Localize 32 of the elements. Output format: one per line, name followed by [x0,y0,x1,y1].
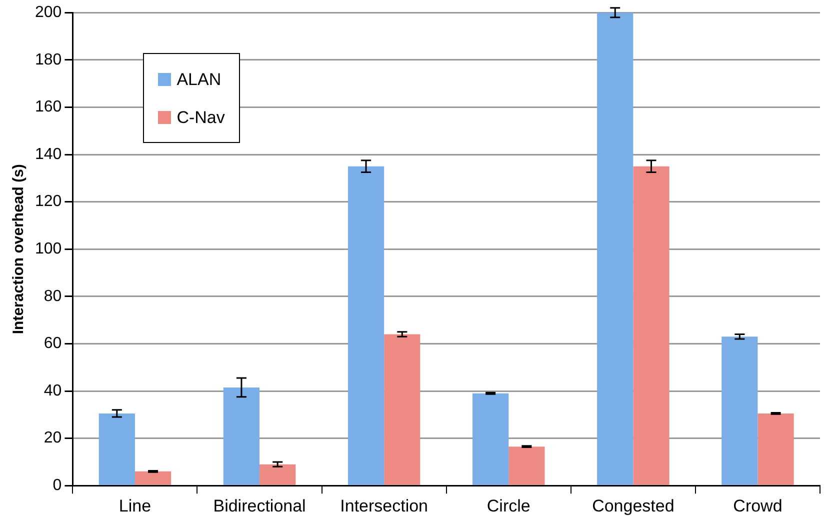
bar [384,334,420,485]
legend-label: ALAN [176,70,222,90]
bar [758,413,794,485]
bar [633,166,670,485]
bar [98,413,135,485]
y-tick-label: 40 [44,382,62,400]
bar [260,464,296,485]
y-tick-label: 140 [34,146,62,163]
y-tick-label: 60 [44,335,62,352]
y-tick-label: 200 [34,4,62,22]
bar [722,336,758,485]
bar [134,471,172,485]
x-tick-label: Crowd [733,496,782,516]
x-tick-label: Circle [486,496,530,516]
y-tick-label: 120 [34,193,62,210]
x-tick-label: Bidirectional [213,496,306,516]
y-tick-label: 20 [44,430,62,447]
x-tick-label: Line [118,496,152,516]
bar [223,387,260,485]
y-tick-label: 80 [44,288,62,305]
y-tick-label: 100 [34,240,62,258]
x-tick-label: Congested [592,496,674,516]
y-tick-label: 180 [34,51,62,68]
bar [472,393,509,485]
bar [597,12,634,485]
y-axis-title: Interaction overhead (s) [10,164,28,334]
y-tick-label: 160 [34,98,62,116]
legend-label: C-Nav [176,108,225,128]
y-tick-label: 0 [52,477,62,494]
bar [508,446,545,485]
bar [348,166,384,485]
x-tick-label: Intersection [340,496,428,516]
